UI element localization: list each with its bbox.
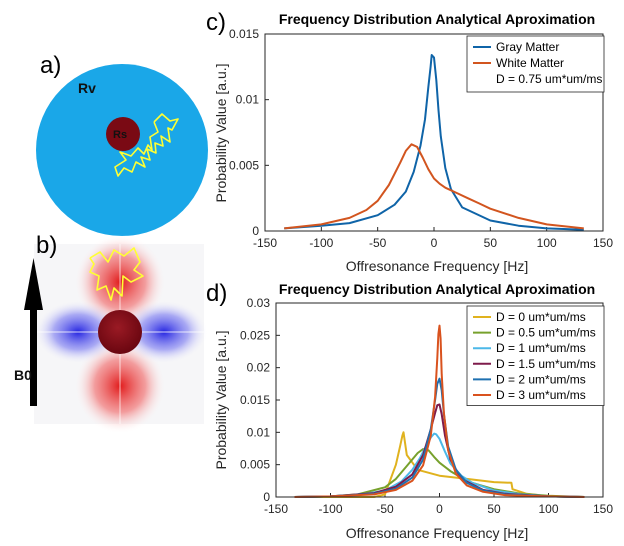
- y-tick-label: 0.005: [240, 458, 270, 472]
- x-tick-label: -100: [309, 236, 333, 250]
- y-tick-label: 0.025: [240, 328, 270, 342]
- chart-c-lines: [284, 54, 584, 231]
- x-tick-label: 100: [538, 502, 558, 516]
- chart-c-title: Frequency Distribution Analytical Aproxi…: [279, 11, 595, 27]
- legend-entry-4: D = 1.5 um*um/ms: [496, 357, 596, 371]
- chart-d-ticks: -150 -100 -50 0 50 100 150 0 0.005 0.01 0.015 0.02 0…: [240, 296, 613, 516]
- chart-d-ylabel: Probability Value [a.u.]: [213, 330, 229, 469]
- diffusion-walk-b: [89, 247, 144, 301]
- series-line-2: [284, 143, 584, 230]
- series-line-4: [294, 403, 585, 498]
- chart-d-lines: [294, 324, 585, 498]
- series-line-3: [294, 432, 585, 498]
- y-tick-label: 0.02: [247, 361, 271, 375]
- perturber-sphere: [98, 310, 142, 354]
- panel-d-letter: d): [206, 280, 227, 307]
- x-tick-label: 0: [431, 236, 438, 250]
- x-tick-label: -150: [253, 236, 277, 250]
- chart-c-frame: [264, 33, 604, 232]
- chart-c-legend-note: D = 0.75 um*um/ms: [496, 72, 602, 86]
- y-tick-label: 0: [263, 490, 270, 504]
- chart-d-title: Frequency Distribution Analytical Aproxi…: [279, 281, 595, 297]
- diffusion-walk-a: [114, 113, 179, 177]
- chart-c: Frequency Distribution Analytical Aproxi…: [213, 11, 613, 274]
- series-line-6: [294, 324, 585, 498]
- y-tick-label: 0.005: [229, 158, 259, 172]
- legend-entry-2: D = 0.5 um*um/ms: [496, 326, 596, 340]
- y-tick-label: 0.01: [236, 93, 260, 107]
- chart-d-legend: D = 0 um*um/ms D = 0.5 um*um/msD = 1 um*u…: [466, 305, 605, 406]
- x-tick-label: -50: [376, 502, 394, 516]
- chart-d: Frequency Distribution Analytical Aproxi…: [213, 281, 613, 541]
- legend-entry-1: D = 0 um*um/ms: [496, 310, 586, 324]
- chart-c-ticks: -150 -100 -50 0 50 100 150 0 0.005 0.01 0.015: [229, 27, 613, 250]
- chart-c-legend-white-matter: White Matter: [496, 56, 564, 70]
- series-line-1: [284, 54, 584, 231]
- x-tick-label: 50: [487, 502, 501, 516]
- chart-c-legend: Gray Matter White Matter D = 0.75 um*um/…: [466, 35, 605, 93]
- chart-c-xlabel: Offresonance Frequency [Hz]: [346, 258, 529, 274]
- y-tick-label: 0.03: [247, 296, 271, 310]
- field-map: [34, 234, 208, 434]
- x-tick-label: -50: [369, 236, 387, 250]
- y-tick-label: 0.015: [229, 27, 259, 41]
- b0-arrow-head: [24, 258, 43, 310]
- series-line-1: [294, 431, 585, 498]
- legend-entry-6: D = 3 um*um/ms: [496, 388, 586, 402]
- x-tick-label: 0: [436, 502, 443, 516]
- y-tick-label: 0: [252, 224, 259, 238]
- y-tick-label: 0.015: [240, 393, 270, 407]
- x-tick-label: 150: [593, 236, 613, 250]
- outer-radius-label: Rv: [78, 80, 96, 96]
- y-tick-label: 0.01: [247, 425, 271, 439]
- panel-b-letter: b): [36, 232, 57, 259]
- panel-a-letter: a): [40, 52, 61, 79]
- b0-label: B0: [14, 367, 32, 383]
- chart-c-legend-gray-matter: Gray Matter: [496, 40, 559, 54]
- series-line-2: [294, 448, 585, 498]
- x-tick-label: 100: [537, 236, 557, 250]
- series-line-5: [294, 377, 585, 498]
- x-tick-label: -100: [318, 502, 342, 516]
- x-tick-label: 150: [593, 502, 613, 516]
- legend-entry-5: D = 2 um*um/ms: [496, 372, 586, 386]
- inner-sphere-circle: [106, 117, 140, 151]
- legend-entry-3: D = 1 um*um/ms: [496, 341, 586, 355]
- b0-arrow: [24, 258, 43, 406]
- b0-arrow-shaft: [30, 308, 37, 406]
- inner-radius-label: Rs: [113, 129, 127, 141]
- panel-c-letter: c): [206, 9, 226, 36]
- chart-c-ylabel: Probability Value [a.u.]: [213, 63, 229, 202]
- legend-box: [466, 305, 605, 406]
- chart-d-xlabel: Offresonance Frequency [Hz]: [346, 525, 529, 541]
- x-tick-label: -150: [264, 502, 288, 516]
- x-tick-label: 50: [484, 236, 498, 250]
